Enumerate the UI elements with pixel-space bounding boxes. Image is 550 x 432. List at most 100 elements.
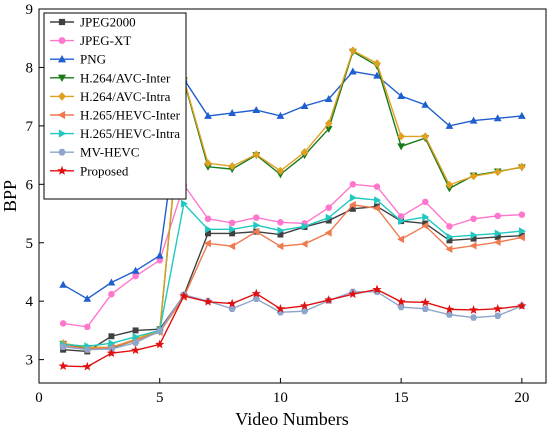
data-point — [299, 301, 310, 310]
data-point — [494, 312, 502, 319]
data-point — [301, 222, 309, 231]
data-point — [348, 200, 356, 209]
legend-marker — [58, 18, 66, 26]
data-point — [229, 225, 237, 234]
data-point — [494, 212, 501, 220]
series-line — [62, 70, 522, 300]
data-point — [397, 235, 405, 244]
data-point — [131, 339, 140, 346]
data-point — [493, 303, 503, 313]
legend-label: H.265/HEVC-Intra — [80, 126, 180, 141]
legend-label: Proposed — [80, 163, 129, 178]
legend-item: PNG — [50, 52, 106, 67]
legend-item: H.265/HEVC-Inter — [50, 108, 181, 123]
data-point — [300, 240, 308, 248]
data-point — [324, 295, 334, 304]
data-point — [276, 111, 285, 119]
data-point — [106, 348, 117, 358]
data-point — [421, 221, 429, 230]
data-point — [349, 193, 357, 202]
series-line — [63, 291, 523, 351]
data-point — [517, 301, 527, 310]
data-point — [300, 148, 309, 157]
legend-marker — [58, 92, 66, 101]
data-point — [251, 288, 261, 298]
data-point — [493, 238, 501, 247]
data-point — [446, 223, 453, 230]
y-tick-label: 7 — [26, 119, 34, 135]
data-point — [517, 111, 526, 119]
legend: JPEG2000 JPEG-XT PNG H.264/AVC-Inter H.264/A… — [43, 12, 187, 200]
data-point — [470, 215, 477, 223]
series-mv-hevc — [59, 288, 526, 353]
data-point — [493, 167, 502, 177]
legend-box — [43, 12, 187, 200]
data-point — [373, 71, 381, 79]
data-point — [518, 211, 526, 218]
x-tick-label: 5 — [156, 390, 164, 406]
data-point — [420, 297, 430, 307]
data-point — [228, 219, 236, 227]
data-point — [276, 166, 285, 175]
legend-marker — [57, 54, 67, 63]
data-point — [180, 199, 188, 208]
legend-label: MV-HEVC — [80, 145, 139, 160]
legend-item: Proposed — [50, 163, 129, 178]
x-tick-label: 15 — [394, 390, 409, 406]
series-line — [63, 204, 522, 350]
data-point — [132, 272, 139, 280]
data-point — [300, 101, 309, 109]
series-line — [63, 197, 522, 347]
data-point — [469, 314, 478, 321]
legend-label: PNG — [80, 52, 106, 67]
data-point — [132, 332, 140, 341]
data-point — [421, 132, 430, 141]
data-point — [179, 291, 189, 300]
data-point — [204, 159, 212, 168]
data-point — [276, 242, 284, 251]
data-point — [493, 114, 502, 122]
data-point — [373, 59, 381, 68]
data-point — [397, 132, 405, 141]
data-point — [204, 111, 212, 119]
plot-frame — [38, 8, 547, 384]
legend-marker — [58, 129, 67, 138]
data-point — [155, 339, 165, 349]
data-point — [228, 108, 237, 116]
series-line — [63, 288, 522, 368]
data-point — [349, 46, 357, 55]
data-point — [58, 361, 68, 370]
x-tick-label: 10 — [273, 390, 288, 406]
data-point — [470, 231, 478, 240]
data-point — [348, 289, 358, 299]
legend-marker — [57, 165, 67, 175]
legend-marker — [58, 37, 66, 45]
data-point — [324, 228, 332, 237]
data-point — [468, 305, 479, 314]
y-tick-label: 3 — [26, 353, 34, 369]
data-point — [445, 180, 454, 190]
data-point — [397, 92, 406, 100]
data-point — [227, 298, 237, 308]
data-point — [444, 304, 455, 314]
data-point — [372, 204, 380, 213]
data-point — [445, 245, 453, 254]
data-point — [373, 183, 381, 190]
series-proposed — [58, 284, 527, 371]
data-point — [203, 296, 213, 306]
data-point — [108, 290, 115, 298]
data-point — [324, 119, 333, 128]
data-point — [107, 278, 116, 286]
data-point — [518, 227, 526, 235]
data-point — [446, 233, 454, 241]
legend-label: JPEG2000 — [80, 15, 136, 30]
data-point — [325, 204, 332, 211]
series-line — [63, 205, 522, 353]
data-point — [396, 296, 406, 306]
data-point — [494, 229, 502, 238]
data-point — [252, 150, 261, 159]
legend-label: H.265/HEVC-Inter — [80, 108, 181, 123]
data-point — [83, 346, 91, 353]
data-point — [421, 100, 430, 108]
